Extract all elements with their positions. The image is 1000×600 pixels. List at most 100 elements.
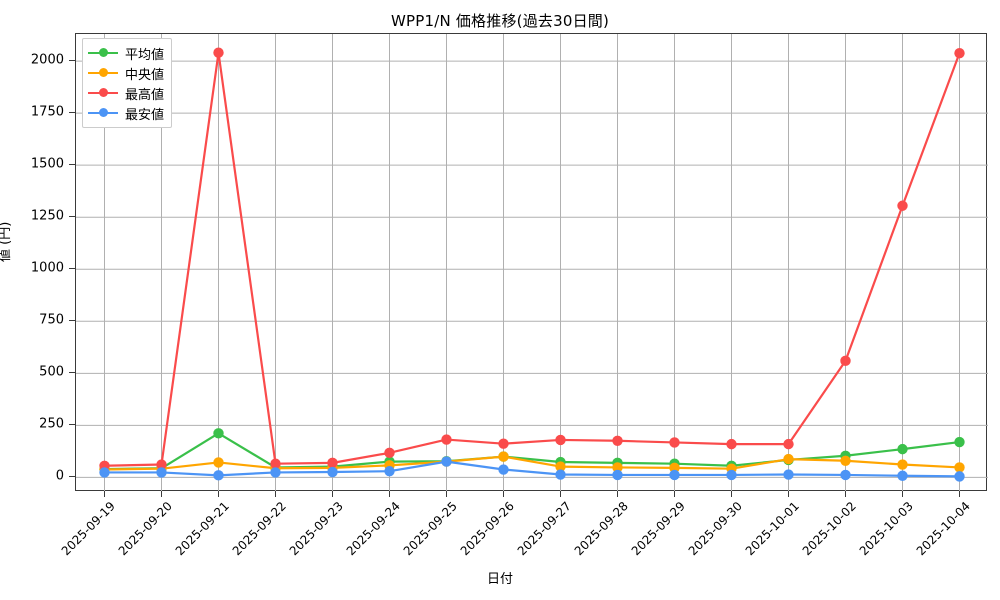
data-point [327, 466, 338, 478]
y-axis-tick-label: 1750 [30, 104, 64, 120]
data-point [213, 457, 224, 468]
data-point [669, 437, 680, 448]
data-point [783, 453, 794, 465]
data-point [840, 455, 851, 466]
y-axis-tick-mark [69, 60, 75, 62]
data-point [213, 428, 224, 439]
legend-label: 最安値 [125, 107, 165, 123]
legend-swatch [88, 66, 118, 80]
data-point [99, 467, 110, 478]
data-point [156, 467, 167, 478]
page-title: WPP1/N 価格推移(過去30日間) [390, 12, 610, 30]
legend-marker-icon [99, 68, 108, 77]
y-axis-tick-mark [69, 476, 75, 478]
series-line [103, 455, 961, 471]
plot-svg [76, 34, 988, 492]
x-axis-tick-mark [445, 491, 447, 497]
y-axis-tick-label: 2000 [30, 52, 64, 68]
x-axis-label: 日付 [486, 572, 513, 587]
series-line [103, 460, 961, 478]
data-point [954, 47, 965, 59]
plot-area [75, 33, 988, 492]
y-axis-tick-label: 750 [39, 312, 64, 328]
data-point [783, 438, 794, 450]
y-axis-tick-mark [69, 320, 75, 322]
data-point [612, 469, 623, 481]
data-point [441, 434, 452, 445]
x-axis-tick-mark [502, 491, 504, 497]
x-axis-tick-mark [958, 491, 960, 497]
y-axis-tick-label: 0 [55, 468, 64, 484]
y-axis-tick-mark [69, 164, 75, 166]
data-point [270, 458, 281, 469]
series-line [103, 51, 961, 467]
data-point [156, 459, 167, 470]
legend: 平均値中央値最高値最安値 [82, 38, 173, 128]
legend-item: 中央値 [88, 63, 164, 83]
x-axis-tick-mark [844, 491, 846, 497]
gridlines [76, 34, 988, 492]
x-axis-tick-mark [160, 491, 162, 497]
data-point [327, 457, 338, 469]
data-point [954, 471, 965, 482]
x-axis-tick-mark [616, 491, 618, 497]
data-point [612, 435, 623, 446]
y-axis-tick-label: 1250 [30, 208, 64, 224]
data-point [555, 469, 566, 480]
data-point [897, 459, 908, 470]
y-axis-tick-mark [69, 216, 75, 218]
data-point [612, 462, 623, 473]
x-axis-tick-mark [388, 491, 390, 497]
data-point [384, 465, 395, 477]
legend-marker-icon [99, 48, 108, 57]
x-axis-tick-mark [217, 491, 219, 497]
y-axis-tick-label: 1000 [30, 260, 64, 276]
legend-marker-icon [99, 88, 108, 97]
y-axis-tick-label: 500 [39, 364, 64, 380]
data-point [840, 469, 851, 481]
data-point [897, 200, 908, 211]
series-layer [99, 47, 965, 482]
data-point [897, 470, 908, 481]
data-series [99, 47, 965, 471]
legend-swatch [88, 106, 118, 120]
y-axis-tick-labels: 0 250 500 750 1000 1250 1500 1750 2000 [0, 33, 64, 491]
data-point [384, 447, 395, 459]
x-axis-tick-mark [331, 491, 333, 497]
series-line [103, 432, 961, 471]
x-axis-tick-mark [103, 491, 105, 497]
y-axis-tick-mark [69, 268, 75, 270]
x-axis-tick-marks [75, 491, 987, 499]
data-point [726, 469, 737, 481]
legend-swatch [88, 86, 118, 100]
data-point [954, 462, 965, 473]
data-point [555, 434, 566, 446]
legend-item: 平均値 [88, 43, 164, 63]
legend-label: 最高値 [125, 87, 165, 103]
legend-item: 最安値 [88, 103, 164, 123]
legend-label: 平均値 [125, 47, 165, 63]
x-axis-tick-mark [673, 491, 675, 497]
legend-item: 最高値 [88, 83, 164, 103]
x-axis-tick-labels: 2025-09-19 2025-09-20 2025-09-21 2025-09-22… [58, 499, 987, 569]
data-point [441, 456, 452, 467]
data-point [213, 470, 224, 481]
y-axis-tick-label: 1500 [30, 156, 64, 172]
legend-label: 中央値 [125, 67, 165, 83]
data-point [840, 355, 851, 367]
x-axis-tick-mark [901, 491, 903, 497]
y-axis-tick-mark [69, 112, 75, 114]
data-point [213, 47, 224, 58]
data-series [99, 456, 965, 482]
y-axis-tick-mark [69, 424, 75, 426]
data-point [498, 438, 509, 449]
data-point [783, 469, 794, 480]
data-point [498, 451, 509, 462]
data-point [726, 438, 737, 450]
data-series [99, 428, 965, 475]
data-point [498, 464, 509, 475]
x-axis-tick-mark [559, 491, 561, 497]
data-point [954, 436, 965, 448]
data-point [270, 467, 281, 478]
